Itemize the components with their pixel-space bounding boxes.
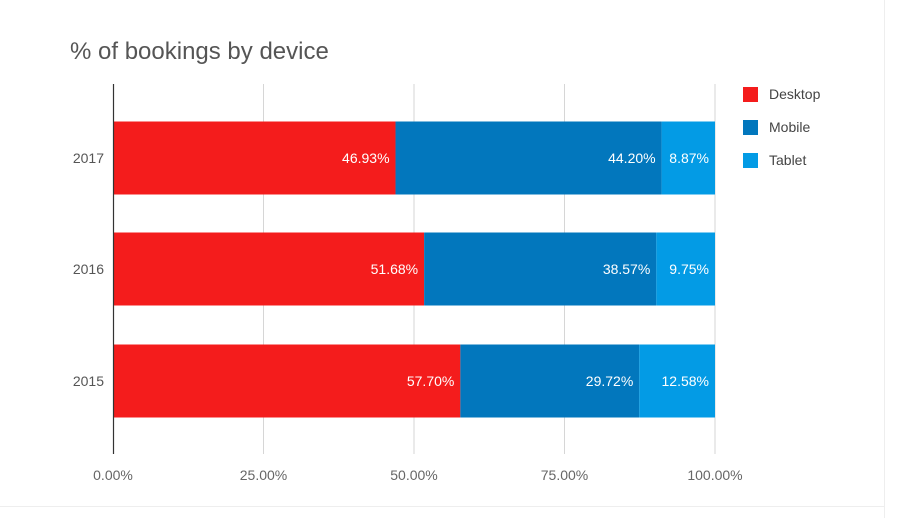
data-label: 46.93% <box>342 150 389 166</box>
x-tick-label: 25.00% <box>240 467 287 483</box>
bar-segment-desktop <box>113 121 396 195</box>
bar-segment-desktop <box>113 344 461 418</box>
data-label: 12.58% <box>662 373 709 389</box>
legend-swatch-mobile <box>743 120 758 135</box>
y-axis-labels: 2017 2016 2015 <box>73 150 104 389</box>
data-label: 51.68% <box>371 261 418 277</box>
data-label: 29.72% <box>586 373 633 389</box>
bar-segment-mobile <box>424 232 657 306</box>
bars: 46.93% 44.20% 8.87% 51.68% 38.57% 9.75% 57.70%… <box>113 121 715 418</box>
bar-segment-mobile <box>395 121 662 195</box>
bar-segment-tablet <box>639 344 715 418</box>
x-tick-label: 0.00% <box>93 467 133 483</box>
legend-label: Tablet <box>769 152 806 168</box>
x-axis-tick-labels: 0.00% 25.00% 50.00% 75.00% 100.00% <box>93 467 742 483</box>
y-category-label: 2017 <box>73 150 104 166</box>
legend-label: Desktop <box>769 86 821 102</box>
data-label: 44.20% <box>608 150 655 166</box>
bar-segment-desktop <box>113 232 425 306</box>
legend-label: Mobile <box>769 119 810 135</box>
data-label: 8.87% <box>669 150 709 166</box>
panel-bottom-border <box>0 506 885 507</box>
x-tick-label: 50.00% <box>390 467 437 483</box>
legend-swatch-desktop <box>743 87 758 102</box>
bar-segment-tablet <box>661 121 715 195</box>
panel-right-border <box>884 0 885 518</box>
data-label: 57.70% <box>407 373 454 389</box>
x-tick-label: 100.00% <box>687 467 742 483</box>
chart-title: % of bookings by device <box>70 38 329 65</box>
legend-swatch-tablet <box>743 153 758 168</box>
legend: Desktop Mobile Tablet <box>743 86 821 168</box>
bar-segment-mobile <box>460 344 640 418</box>
bar-segment-tablet <box>656 232 715 306</box>
data-label: 9.75% <box>669 261 709 277</box>
y-category-label: 2015 <box>73 373 104 389</box>
data-label: 38.57% <box>603 261 650 277</box>
x-tick-label: 75.00% <box>541 467 588 483</box>
y-category-label: 2016 <box>73 261 104 277</box>
